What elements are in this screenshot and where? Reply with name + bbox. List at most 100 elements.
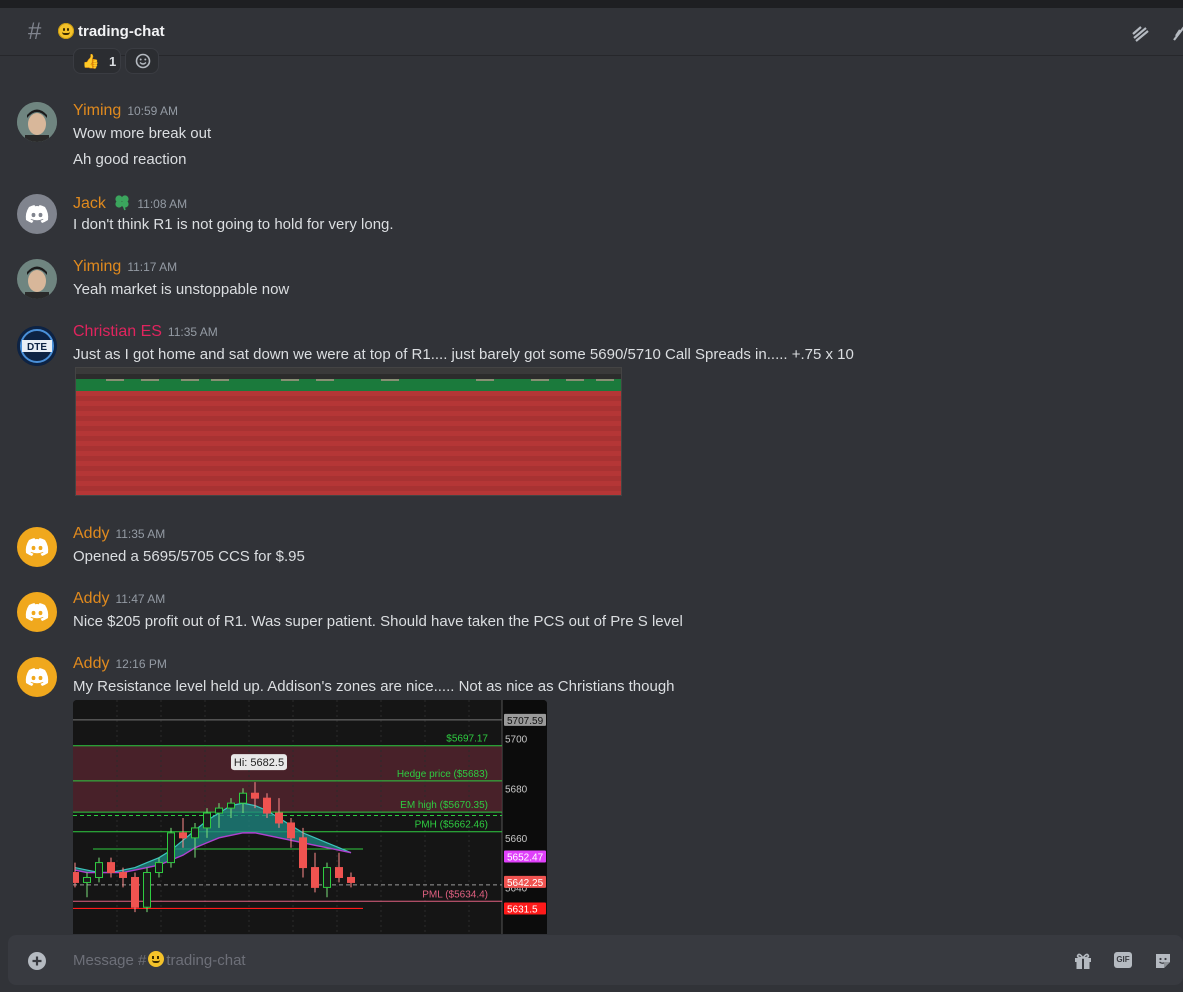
ma-fast-line xyxy=(74,802,352,874)
threads-icon[interactable] xyxy=(1131,24,1151,44)
avatar[interactable] xyxy=(17,592,57,632)
message-input[interactable]: Message # trading-chat xyxy=(73,951,246,969)
table-row-pending xyxy=(76,426,621,431)
candle-body xyxy=(179,832,187,839)
placeholder-prefix: Message # xyxy=(73,952,147,969)
candle-body xyxy=(335,867,343,878)
table-row-pending xyxy=(76,401,621,406)
table-header-row xyxy=(76,374,621,379)
gif-label: GIF xyxy=(1116,955,1130,964)
avatar[interactable] xyxy=(17,102,57,142)
candle-body xyxy=(119,872,127,878)
y-tick-label: 5640 xyxy=(505,883,528,894)
avatar[interactable] xyxy=(17,527,57,567)
add-reaction-button[interactable] xyxy=(125,48,159,74)
level-label: Hedge price ($5683) xyxy=(397,769,488,780)
reaction-thumbs-up[interactable]: 👍 1 xyxy=(73,48,121,74)
gif-button[interactable]: GIF xyxy=(1114,952,1132,968)
table-cell xyxy=(106,379,124,381)
table-cell xyxy=(566,379,584,381)
candle-body xyxy=(215,807,223,814)
table-row-pending xyxy=(76,446,621,451)
message-text: Nice $205 profit out of R1. Was super pa… xyxy=(73,613,683,630)
window-top-strip xyxy=(0,0,1183,8)
timestamp: 11:35 AM xyxy=(115,527,166,541)
plus-icon xyxy=(32,956,42,966)
table-row-pending xyxy=(76,481,621,486)
message-header: Yiming 10:59 AM xyxy=(73,102,178,120)
hash-icon: # xyxy=(28,18,42,45)
order-table-screenshot[interactable] xyxy=(75,367,622,496)
table-row-pending xyxy=(76,406,621,411)
thumbs-up-emoji: 👍 xyxy=(82,53,100,69)
price-badge xyxy=(504,875,546,888)
message-header: Jack 11:08 AM xyxy=(73,193,187,213)
sticker-icon[interactable] xyxy=(1153,951,1173,971)
table-row-filled xyxy=(76,379,621,391)
table-row-pending xyxy=(76,441,621,446)
candle-body xyxy=(83,876,91,883)
avatar[interactable] xyxy=(17,194,57,234)
price-badge-label: 5642.25 xyxy=(507,878,544,889)
table-cell xyxy=(211,379,229,381)
high-tooltip-box xyxy=(231,754,287,771)
discord-logo-icon xyxy=(25,668,49,686)
placeholder-channel: trading-chat xyxy=(166,952,246,969)
candle-body xyxy=(73,872,79,883)
avatar[interactable] xyxy=(17,657,57,697)
candle-body xyxy=(275,812,283,824)
level-label: $5697.17 xyxy=(446,734,488,745)
table-row-pending xyxy=(76,461,621,466)
timestamp: 11:47 AM xyxy=(115,592,166,606)
timestamp: 11:35 AM xyxy=(167,325,218,339)
table-row-pending xyxy=(76,396,621,401)
author-name[interactable]: Yiming xyxy=(73,102,122,119)
reaction-count: 1 xyxy=(109,54,117,69)
table-cell xyxy=(531,379,549,381)
clover-badge-icon xyxy=(115,195,129,211)
message-text: Just as I got home and sat down we were … xyxy=(73,346,854,363)
candle-body xyxy=(263,797,271,814)
candle-body xyxy=(203,812,211,829)
mute-icon[interactable] xyxy=(1170,24,1183,44)
avatar[interactable] xyxy=(17,259,57,299)
message-header: Addy 12:16 PM xyxy=(73,655,167,673)
add-attachment-button[interactable] xyxy=(28,952,46,970)
timestamp: 11:17 AM xyxy=(127,260,178,274)
author-name[interactable]: Addy xyxy=(73,590,110,607)
price-chart-screenshot[interactable]: $5697.17 Hedge price ($5683) EM high ($567… xyxy=(73,700,547,934)
candle-body xyxy=(311,867,319,888)
author-name[interactable]: Yiming xyxy=(73,258,122,275)
message-composer[interactable]: Message # trading-chat GIF xyxy=(8,935,1183,985)
table-row-pending xyxy=(76,486,621,491)
price-badge xyxy=(504,850,546,863)
y-tick-label: 5660 xyxy=(505,834,528,845)
candle-body xyxy=(131,876,139,908)
channel-header: # trading-chat xyxy=(0,8,1183,56)
author-name[interactable]: Addy xyxy=(73,525,110,542)
message-text: My Resistance level held up. Addison's z… xyxy=(73,678,675,695)
price-badge xyxy=(504,902,546,915)
author-name[interactable]: Addy xyxy=(73,655,110,672)
table-row-pending xyxy=(76,471,621,476)
author-name[interactable]: Jack xyxy=(73,195,106,212)
table-row-pending xyxy=(76,421,621,426)
candle-body xyxy=(95,862,103,878)
channel-title: trading-chat xyxy=(78,23,165,40)
avatar[interactable]: DTE xyxy=(17,326,57,366)
author-name[interactable]: Christian ES xyxy=(73,323,162,340)
y-tick-label: 5700 xyxy=(505,735,528,746)
table-cell xyxy=(281,379,299,381)
table-cell xyxy=(596,379,614,381)
price-chart: $5697.17 Hedge price ($5683) EM high ($567… xyxy=(73,700,547,934)
table-cell xyxy=(181,379,199,381)
timestamp: 10:59 AM xyxy=(127,104,179,118)
candle-body xyxy=(239,792,247,804)
level-label: PML ($5634.4) xyxy=(422,889,488,900)
table-cell xyxy=(316,379,334,381)
message-header: Yiming 11:17 AM xyxy=(73,258,177,276)
level-label: PMH ($5662.46) xyxy=(415,820,488,831)
price-badge-label: 5707.59 xyxy=(507,716,544,727)
table-row-pending xyxy=(76,411,621,416)
gift-icon[interactable] xyxy=(1073,951,1093,971)
